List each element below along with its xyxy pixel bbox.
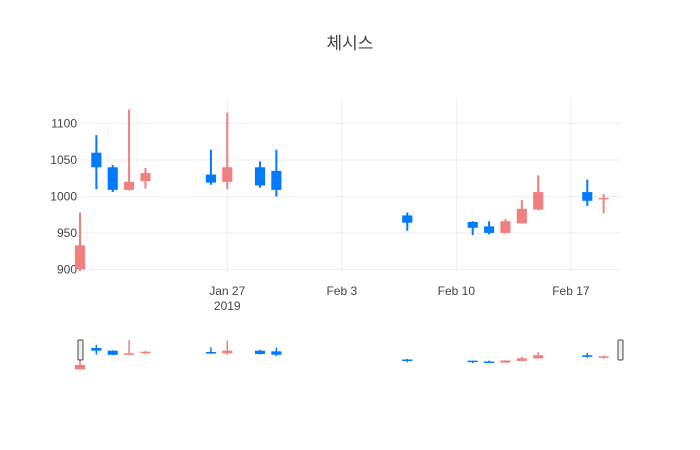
candle-decreasing[interactable] [484, 221, 495, 235]
slider-candle [74, 358, 86, 370]
range-slider[interactable] [74, 339, 624, 370]
candle-decreasing[interactable] [205, 149, 216, 185]
candle-increasing[interactable] [516, 200, 527, 224]
candle-body [124, 181, 135, 190]
candle-body [484, 226, 495, 233]
range-slider-left-handle[interactable] [77, 339, 84, 361]
slider-candle [500, 360, 511, 363]
slider-candle [533, 352, 544, 359]
chart-title: 체시스 [327, 34, 374, 54]
candle-body [598, 197, 609, 200]
candle-increasing[interactable] [533, 175, 544, 211]
slider-candle [254, 349, 266, 355]
x-tick-sublabel: 2019 [214, 299, 241, 313]
slider-candle-body [222, 350, 233, 354]
candle-body [516, 208, 527, 224]
candle-body [533, 192, 544, 210]
candle-body [205, 174, 216, 183]
candle-increasing[interactable] [598, 194, 609, 214]
x-tick-label: Jan 27 [209, 284, 245, 298]
slider-candle-body [484, 361, 495, 363]
candle-decreasing[interactable] [254, 161, 266, 188]
y-tick-label: 900 [57, 262, 77, 276]
slider-candle [107, 350, 118, 356]
y-tick-label: 1050 [50, 153, 77, 167]
candle-body [402, 215, 413, 223]
slider-candle-body [516, 358, 527, 361]
candle-body [140, 173, 151, 182]
candle-body [254, 167, 266, 186]
slider-candle-body [91, 348, 102, 351]
slider-candle [205, 347, 216, 354]
candle-body [500, 221, 511, 233]
candle-decreasing[interactable] [91, 135, 102, 190]
candle-increasing[interactable] [74, 212, 86, 271]
slider-candle [467, 360, 478, 364]
candle-decreasing[interactable] [402, 212, 413, 231]
y-tick-label: 950 [57, 226, 77, 240]
candle-increasing[interactable] [140, 168, 151, 189]
slider-candle [124, 340, 135, 355]
slider-candle [516, 356, 527, 361]
candle-decreasing[interactable] [107, 165, 118, 193]
slider-candle-body [533, 355, 544, 359]
slider-candle [582, 352, 593, 358]
candles [74, 109, 609, 271]
candle-body [271, 170, 282, 190]
candle-increasing[interactable] [500, 219, 511, 234]
candle-body [222, 167, 233, 182]
candle-decreasing[interactable] [582, 179, 593, 206]
slider-candle [222, 340, 233, 355]
candle-decreasing[interactable] [271, 149, 282, 197]
slider-candle [598, 355, 609, 360]
slider-candle-body [402, 359, 413, 361]
slider-candle-body [124, 353, 135, 355]
range-slider-right-handle[interactable] [617, 339, 624, 361]
slider-candle [91, 344, 102, 355]
candle-increasing[interactable] [124, 109, 135, 191]
slider-candle-body [107, 350, 118, 355]
x-tick-label: Feb 10 [438, 284, 476, 298]
y-axis-tick-labels: 900 950 1000 1050 1100 [50, 117, 77, 277]
slider-candle-body [582, 355, 593, 357]
candle-body [582, 192, 593, 201]
slider-candle-body [271, 351, 282, 355]
slider-candle-body [254, 350, 266, 354]
y-tick-label: 1100 [51, 117, 77, 131]
slider-candle-body [500, 360, 511, 363]
slider-candle [402, 358, 413, 363]
slider-candle-body [467, 360, 478, 363]
candle-body [91, 152, 102, 168]
x-tick-label: Feb 3 [326, 284, 357, 298]
candle-increasing[interactable] [222, 112, 233, 190]
candle-decreasing[interactable] [467, 221, 478, 236]
candle-body [107, 167, 118, 190]
candle-body [467, 221, 478, 228]
candle-body [74, 245, 86, 270]
slider-candle [140, 350, 151, 355]
slider-candle-body [74, 364, 86, 370]
y-tick-label: 1000 [50, 189, 77, 203]
slider-candle-body [140, 351, 151, 354]
range-slider-preview [74, 340, 609, 370]
slider-candle [484, 360, 495, 363]
slider-candle [271, 347, 282, 356]
slider-candle-body [205, 352, 216, 354]
x-tick-label: Feb 17 [552, 284, 590, 298]
slider-candle-body [598, 356, 609, 358]
